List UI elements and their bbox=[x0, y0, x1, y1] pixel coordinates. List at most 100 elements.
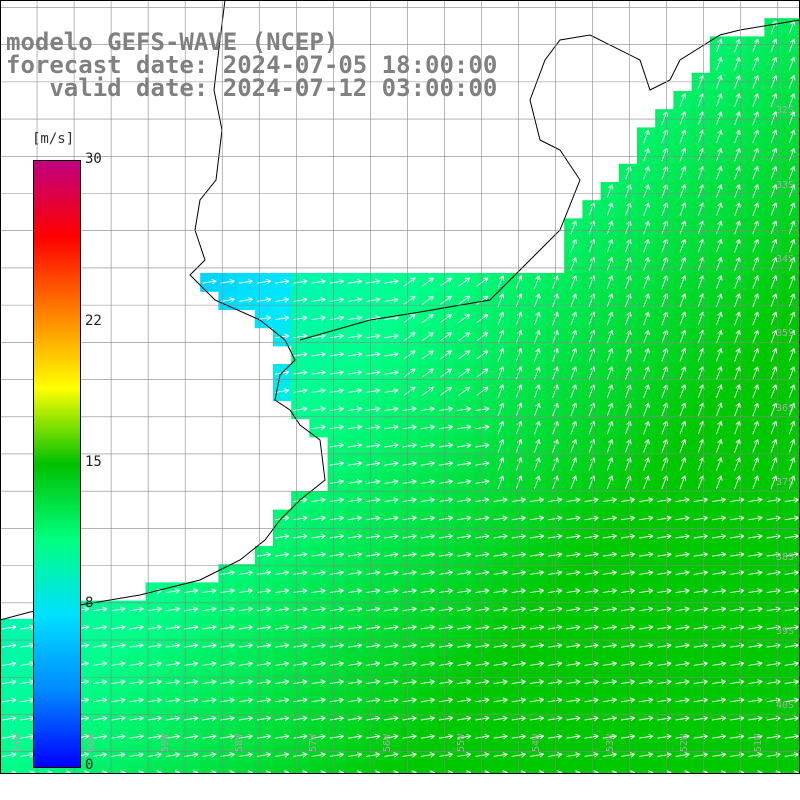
wind-arrow bbox=[715, 293, 723, 308]
wind-arrow bbox=[238, 297, 253, 303]
wind-arrow bbox=[784, 679, 799, 685]
wind-arrow bbox=[584, 497, 599, 503]
wind-arrow bbox=[493, 515, 508, 522]
wind-arrow bbox=[493, 570, 508, 576]
wind-arrow bbox=[533, 293, 541, 308]
wind-arrow bbox=[147, 733, 162, 740]
wind-arrow bbox=[606, 275, 614, 289]
wind-arrow bbox=[734, 238, 741, 253]
speed-cell bbox=[382, 764, 401, 774]
wind-arrow bbox=[606, 366, 614, 380]
wind-arrow bbox=[784, 551, 799, 558]
wind-arrow bbox=[129, 642, 144, 649]
wind-arrow bbox=[403, 368, 416, 378]
wind-arrow bbox=[788, 402, 796, 417]
latitude-label: 32S bbox=[775, 105, 794, 117]
wind-arrow bbox=[275, 606, 290, 613]
wind-arrow bbox=[752, 402, 759, 417]
wind-arrow bbox=[275, 297, 290, 303]
wind-arrow bbox=[493, 497, 508, 503]
wind-arrow bbox=[548, 606, 563, 613]
wind-arrow bbox=[620, 588, 636, 594]
wind-arrow bbox=[715, 38, 723, 53]
wind-arrow bbox=[275, 570, 290, 576]
wind-arrow bbox=[2, 642, 17, 649]
wind-arrow bbox=[734, 93, 741, 107]
speed-cell bbox=[163, 764, 183, 774]
wind-arrow bbox=[529, 533, 545, 540]
wind-arrow bbox=[293, 752, 308, 758]
wind-arrow bbox=[366, 661, 381, 667]
wind-arrow bbox=[620, 497, 636, 503]
colorbar-tick-label: 30 bbox=[85, 151, 102, 167]
wind-arrow bbox=[347, 515, 363, 522]
wind-arrow bbox=[366, 497, 381, 503]
wind-arrow bbox=[748, 715, 763, 722]
wind-arrow bbox=[770, 129, 778, 144]
wind-arrow bbox=[384, 588, 399, 594]
wind-arrow bbox=[584, 715, 599, 722]
wind-arrow bbox=[329, 497, 344, 503]
wind-arrow bbox=[457, 424, 472, 431]
wind-arrow bbox=[438, 697, 454, 704]
wind-arrow bbox=[457, 406, 472, 412]
wind-arrow bbox=[602, 733, 617, 740]
wind-arrow bbox=[493, 752, 508, 758]
wind-arrow bbox=[679, 384, 687, 399]
wind-arrow bbox=[657, 733, 672, 740]
wind-arrow bbox=[752, 384, 759, 399]
wind-arrow bbox=[457, 715, 472, 722]
wind-arrow bbox=[643, 366, 650, 380]
wind-arrow bbox=[602, 570, 617, 576]
wind-arrow bbox=[275, 715, 290, 722]
wind-arrow bbox=[643, 348, 650, 362]
latitude-label: 33S bbox=[775, 179, 794, 191]
wind-arrow bbox=[529, 606, 545, 613]
wind-arrow bbox=[275, 642, 290, 649]
wind-arrow bbox=[570, 275, 577, 289]
wind-arrow bbox=[366, 424, 381, 431]
wind-arrow bbox=[458, 295, 471, 305]
wind-arrow bbox=[752, 348, 759, 362]
wind-arrow bbox=[606, 257, 614, 271]
wind-arrow bbox=[238, 278, 253, 285]
wind-arrow bbox=[457, 642, 472, 649]
colorbar-unit: [m/s] bbox=[32, 131, 75, 147]
wind-arrow bbox=[788, 293, 796, 308]
speed-cell bbox=[18, 764, 37, 774]
wind-arrow bbox=[620, 551, 636, 558]
wind-arrow bbox=[529, 715, 545, 722]
wind-arrow bbox=[620, 515, 636, 522]
wind-arrow bbox=[366, 460, 381, 467]
wind-arrow bbox=[402, 715, 417, 722]
wind-arrow bbox=[420, 460, 435, 467]
wind-arrow bbox=[293, 697, 308, 704]
wind-arrow bbox=[529, 697, 545, 704]
wind-arrow bbox=[734, 348, 741, 362]
wind-arrow bbox=[275, 588, 290, 594]
wind-arrow bbox=[620, 570, 636, 576]
wind-arrow bbox=[657, 606, 672, 613]
wind-arrow bbox=[421, 277, 434, 287]
wind-arrow bbox=[147, 606, 162, 613]
wind-arrow bbox=[639, 733, 654, 740]
wind-arrow bbox=[752, 184, 759, 198]
wind-arrow bbox=[752, 93, 759, 107]
wind-arrow bbox=[548, 752, 563, 758]
wind-arrow bbox=[438, 642, 454, 649]
wind-arrow bbox=[366, 278, 381, 285]
wind-arrow bbox=[679, 275, 687, 289]
wind-arrow bbox=[570, 220, 577, 235]
wind-arrow bbox=[438, 533, 454, 540]
wind-arrow bbox=[457, 697, 472, 704]
wind-arrow bbox=[402, 424, 417, 431]
wind-arrow bbox=[734, 202, 741, 217]
wind-arrow bbox=[606, 439, 614, 453]
wind-arrow bbox=[548, 642, 563, 649]
wind-arrow bbox=[620, 697, 636, 704]
speed-cell bbox=[582, 764, 602, 774]
wind-arrow bbox=[770, 56, 778, 71]
wind-arrow bbox=[238, 679, 253, 685]
wind-arrow bbox=[529, 752, 545, 758]
wind-arrow bbox=[420, 442, 435, 449]
